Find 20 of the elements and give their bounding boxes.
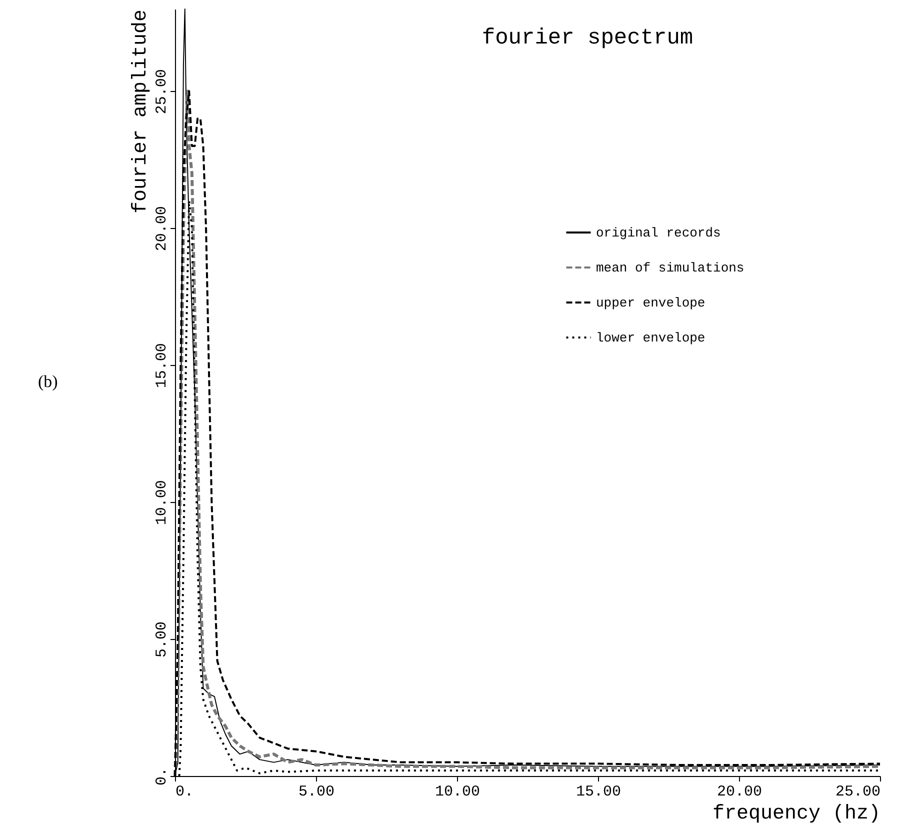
legend-label: upper envelope (596, 296, 706, 310)
x-tick-label: 15.00 (576, 784, 622, 800)
y-tick-label: 0. (154, 767, 170, 786)
legend-label: mean of simulations (596, 260, 744, 276)
y-tick-label: 5.00 (154, 622, 170, 658)
x-tick-label: 0. (176, 784, 194, 800)
x-tick-label: 20.00 (716, 784, 762, 800)
y-tick-label: 15.00 (154, 343, 170, 388)
x-tick-label: 10.00 (434, 784, 480, 800)
y-tick-label: 10.00 (154, 480, 170, 526)
text: fourier spectrum (482, 26, 694, 50)
legend-label: lower envelope (596, 330, 706, 346)
x-axis-title: frequency (hz) (712, 802, 880, 826)
x-tick-label: 25.00 (835, 784, 880, 800)
text: (b) (38, 372, 58, 392)
x-tick-label: 5.00 (298, 784, 335, 800)
y-axis-title: fourier amplitude (130, 10, 152, 214)
y-tick-label: 20.00 (154, 206, 170, 252)
y-tick-label: 25.00 (154, 69, 170, 114)
legend-label: original records (596, 226, 721, 240)
